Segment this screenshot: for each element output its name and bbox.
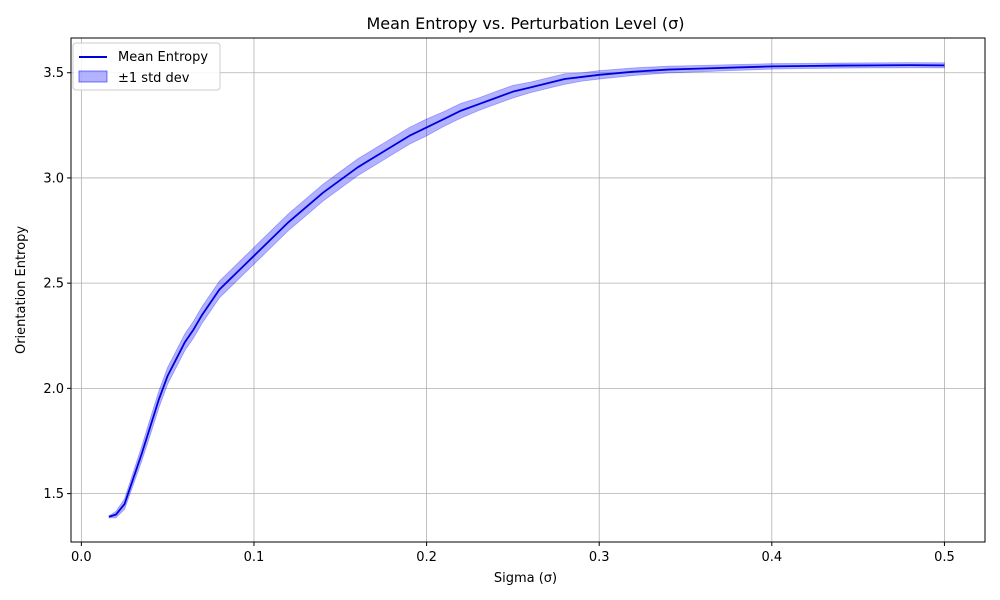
legend-label-mean: Mean Entropy <box>118 50 208 65</box>
x-tick-label: 0.2 <box>416 550 437 565</box>
legend-label-std: ±1 std dev <box>118 71 190 86</box>
line-layer <box>108 64 945 518</box>
legend-frame <box>72 42 221 91</box>
legend-band-swatch <box>78 70 108 83</box>
mean-entropy-line <box>108 64 945 518</box>
std-band <box>108 62 945 519</box>
axes-layer: 0.0 0.1 0.2 0.3 0.4 0.5 1.5 2.0 2.5 3.0 3.5 <box>43 37 986 565</box>
grid-layer <box>71 38 985 542</box>
y-tick-label: 3.0 <box>43 171 64 186</box>
x-tick-label: 0.4 <box>761 550 782 565</box>
y-tick-label: 2.5 <box>43 277 64 292</box>
x-tick-label: 0.0 <box>71 550 92 565</box>
y-axis-label: Orientation Entropy <box>14 226 29 354</box>
y-tick-label: 2.0 <box>43 382 64 397</box>
band-layer <box>108 62 945 519</box>
x-tick-label: 0.3 <box>589 550 610 565</box>
chart-title: Mean Entropy vs. Perturbation Level (σ) <box>366 14 684 33</box>
x-tick-label: 0.1 <box>244 550 265 565</box>
x-axis-label: Sigma (σ) <box>494 571 557 586</box>
legend: Mean Entropy ±1 std dev <box>72 42 221 91</box>
y-tick-label: 1.5 <box>43 487 64 502</box>
x-tick-label: 0.5 <box>934 550 955 565</box>
y-tick-label: 3.5 <box>43 66 64 81</box>
plot-frame <box>70 37 986 543</box>
